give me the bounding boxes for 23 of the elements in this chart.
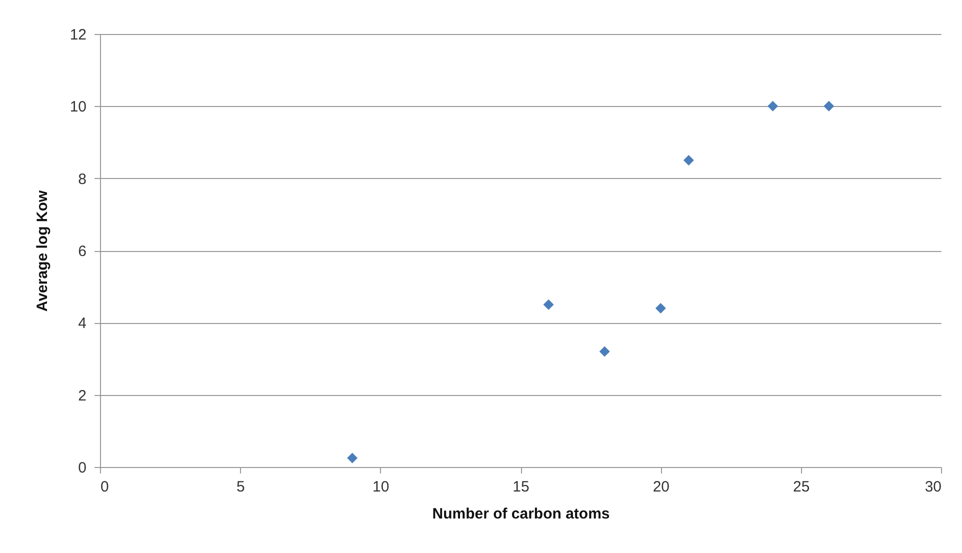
point xyxy=(655,302,666,314)
x-tick-label: 15 xyxy=(512,478,530,496)
point xyxy=(599,346,610,357)
point xyxy=(768,100,778,112)
y-tick-label: 2 xyxy=(78,387,86,404)
point xyxy=(683,155,694,166)
y-tick-label: 8 xyxy=(78,170,86,188)
y-tick-label: 0 xyxy=(78,460,86,476)
y-tick-label: 4 xyxy=(78,315,86,332)
x-tick-label: 25 xyxy=(792,478,810,496)
point xyxy=(824,100,834,112)
point xyxy=(543,299,554,310)
x-tick-label: 30 xyxy=(924,478,942,496)
x-tick-label: 5 xyxy=(236,478,245,496)
y-tick-label: 10 xyxy=(70,98,86,116)
y-tick-label: 12 xyxy=(70,26,86,44)
point xyxy=(347,452,358,464)
x-tick-label: 0 xyxy=(100,478,109,496)
x-axis-title: Number of carbon atoms xyxy=(432,506,610,522)
y-axis-title: Average log Kow xyxy=(34,190,51,312)
x-tick-label: 10 xyxy=(372,478,390,496)
y-tick-label: 6 xyxy=(78,243,86,260)
x-tick-label: 20 xyxy=(652,478,670,496)
